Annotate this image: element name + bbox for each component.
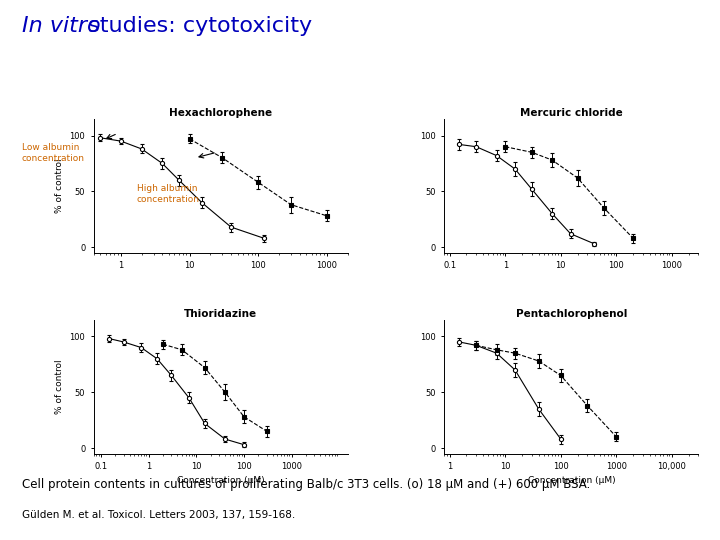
Title: Hexachlorophene: Hexachlorophene (169, 108, 272, 118)
Text: Low albumin
concentration: Low albumin concentration (22, 143, 85, 163)
Y-axis label: % of control: % of control (55, 158, 64, 213)
Title: Pentachlorophenol: Pentachlorophenol (516, 309, 627, 319)
Text: studies: cytotoxicity: studies: cytotoxicity (81, 16, 312, 36)
X-axis label: Concentration (μM): Concentration (μM) (528, 476, 615, 485)
Title: Thioridazine: Thioridazine (184, 309, 257, 319)
Y-axis label: % of control: % of control (55, 359, 64, 414)
Title: Mercuric chloride: Mercuric chloride (520, 108, 623, 118)
Text: High albumin
concentration: High albumin concentration (137, 184, 200, 204)
X-axis label: Concentration (μM): Concentration (μM) (177, 476, 264, 485)
Text: Gülden M. et al. Toxicol. Letters 2003, 137, 159-168.: Gülden M. et al. Toxicol. Letters 2003, … (22, 510, 295, 521)
Text: In vitro: In vitro (22, 16, 100, 36)
Text: Cell protein contents in cultures of proliferating Balb/c 3T3 cells. (o) 18 μM a: Cell protein contents in cultures of pro… (22, 478, 590, 491)
